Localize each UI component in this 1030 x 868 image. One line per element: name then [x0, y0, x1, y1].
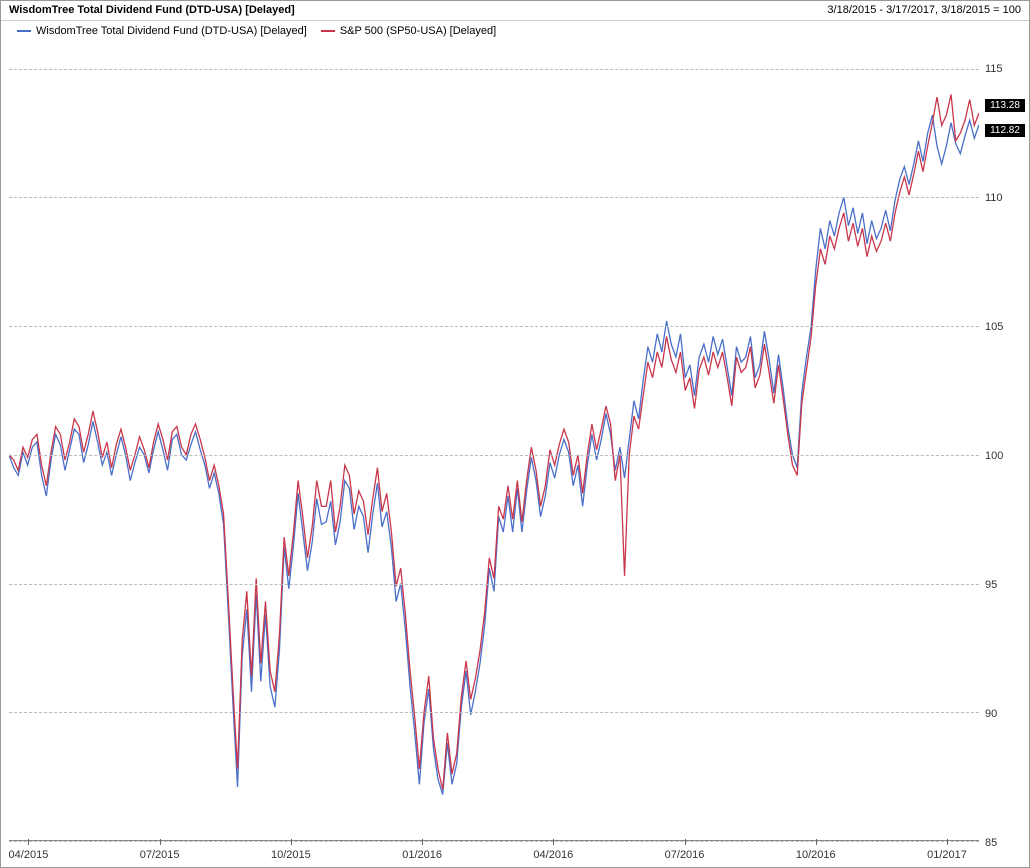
- chart-container: WisdomTree Total Dividend Fund (DTD-USA)…: [0, 0, 1030, 868]
- x-tick-label: 01/2017: [927, 849, 967, 861]
- x-tick-label: 10/2016: [796, 849, 836, 861]
- x-axis-line: [9, 840, 979, 841]
- legend-swatch-sp500: [321, 30, 335, 32]
- y-tick-label: 110: [985, 192, 1025, 204]
- chart-date-range: 3/18/2015 - 3/17/2017, 3/18/2015 = 100: [827, 4, 1021, 17]
- y-tick-label: 85: [985, 837, 1025, 849]
- y-tick-label: 90: [985, 708, 1025, 720]
- chart-title: WisdomTree Total Dividend Fund (DTD-USA)…: [9, 4, 295, 17]
- legend-label-dtd: WisdomTree Total Dividend Fund (DTD-USA)…: [36, 25, 307, 37]
- y-tick-label: 100: [985, 450, 1025, 462]
- x-tick-label: 04/2015: [9, 849, 49, 861]
- plot-svg: [9, 43, 979, 841]
- x-tick-label: 07/2016: [665, 849, 705, 861]
- series-line-sp500: [9, 94, 979, 789]
- legend-label-sp500: S&P 500 (SP50-USA) [Delayed]: [340, 25, 496, 37]
- y-tick-label: 105: [985, 321, 1025, 333]
- end-value-badge-sp500: 113.28: [985, 99, 1025, 112]
- x-tick-label: 04/2016: [533, 849, 573, 861]
- legend: WisdomTree Total Dividend Fund (DTD-USA)…: [1, 21, 1029, 41]
- legend-swatch-dtd: [17, 30, 31, 32]
- x-tick-label: 10/2015: [271, 849, 311, 861]
- legend-item-dtd: WisdomTree Total Dividend Fund (DTD-USA)…: [17, 25, 307, 37]
- x-tick-label: 01/2016: [402, 849, 442, 861]
- end-value-badge-dtd: 112.82: [985, 124, 1025, 137]
- chart-header: WisdomTree Total Dividend Fund (DTD-USA)…: [1, 1, 1029, 21]
- plot-area[interactable]: [9, 43, 979, 841]
- y-tick-label: 115: [985, 63, 1025, 75]
- y-tick-label: 95: [985, 579, 1025, 591]
- x-tick-label: 07/2015: [140, 849, 180, 861]
- legend-item-sp500: S&P 500 (SP50-USA) [Delayed]: [321, 25, 496, 37]
